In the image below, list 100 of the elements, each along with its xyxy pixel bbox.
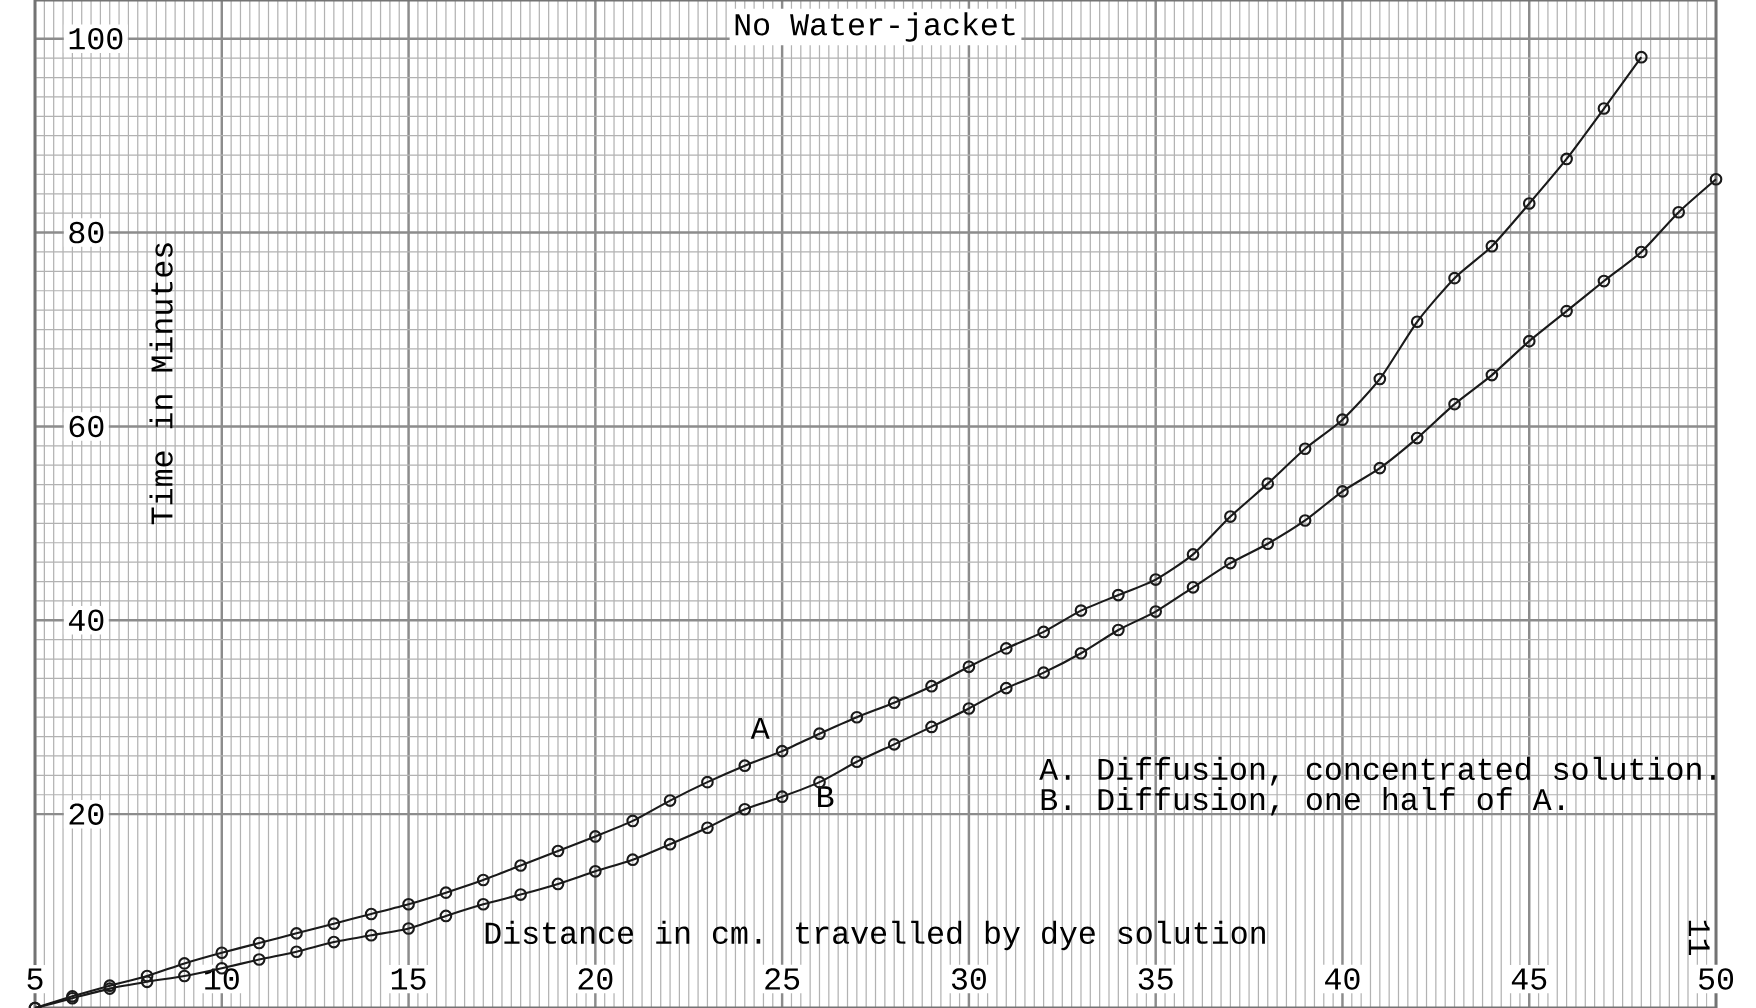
point bbox=[1224, 510, 1237, 523]
point bbox=[626, 814, 640, 828]
point bbox=[738, 802, 752, 816]
point bbox=[1672, 205, 1685, 219]
point bbox=[1336, 485, 1349, 498]
point bbox=[663, 837, 677, 851]
y-tick-label: 20 bbox=[69, 803, 104, 825]
annotation: B. Diffusion, one half of A. bbox=[1041, 787, 1563, 816]
point bbox=[1597, 274, 1611, 288]
x-tick-label: 50 bbox=[1699, 968, 1734, 990]
point bbox=[999, 681, 1013, 695]
point bbox=[962, 702, 976, 715]
point bbox=[1298, 514, 1312, 527]
point bbox=[813, 727, 826, 741]
point bbox=[999, 642, 1013, 655]
y-tick-label: 100 bbox=[69, 28, 123, 50]
point bbox=[626, 853, 640, 867]
point bbox=[1074, 646, 1088, 660]
point bbox=[327, 935, 341, 949]
point bbox=[1336, 413, 1349, 426]
point bbox=[476, 873, 490, 887]
x-tick-label: 30 bbox=[951, 968, 986, 990]
point bbox=[589, 864, 602, 878]
point bbox=[1224, 556, 1237, 570]
point bbox=[1634, 245, 1648, 259]
point bbox=[1373, 372, 1387, 386]
point bbox=[402, 922, 415, 935]
x-tick-label: 20 bbox=[578, 968, 613, 990]
series-label: A bbox=[750, 717, 770, 739]
point bbox=[290, 945, 303, 959]
y-tick-label: 40 bbox=[68, 609, 104, 632]
x-tick-label: 10 bbox=[205, 968, 239, 990]
point bbox=[1522, 334, 1536, 348]
point bbox=[1037, 666, 1050, 679]
point bbox=[364, 907, 378, 921]
point bbox=[589, 830, 602, 843]
point bbox=[738, 759, 752, 773]
y-tick-label: 60 bbox=[69, 415, 104, 438]
point bbox=[1448, 271, 1461, 285]
point bbox=[140, 975, 154, 989]
point bbox=[252, 953, 266, 966]
point bbox=[1373, 461, 1387, 475]
point bbox=[850, 755, 864, 769]
point bbox=[701, 775, 714, 789]
point bbox=[1634, 50, 1648, 64]
point bbox=[887, 738, 901, 751]
point bbox=[925, 679, 938, 693]
point bbox=[439, 909, 453, 923]
point bbox=[1298, 442, 1312, 456]
annotation: A. Diffusion, concentrated solution. bbox=[1039, 756, 1715, 786]
x-tick-label: 45 bbox=[1511, 968, 1547, 990]
x-axis-title: Distance in cm. travelled by dye solution bbox=[485, 920, 1265, 951]
point bbox=[215, 946, 229, 960]
point bbox=[663, 794, 677, 807]
chart-title: No Water-jacket bbox=[735, 12, 1015, 42]
point bbox=[1560, 152, 1573, 166]
point bbox=[178, 957, 191, 970]
point bbox=[252, 936, 266, 950]
point bbox=[476, 897, 490, 911]
point bbox=[1485, 239, 1499, 253]
point bbox=[290, 927, 303, 940]
point bbox=[1522, 197, 1536, 210]
point bbox=[1074, 604, 1088, 617]
point bbox=[925, 720, 938, 734]
point bbox=[402, 897, 415, 911]
point bbox=[1560, 304, 1573, 318]
x-tick-label: 40 bbox=[1325, 968, 1360, 990]
x-tick-label: 35 bbox=[1138, 968, 1173, 990]
point bbox=[1186, 548, 1200, 561]
point bbox=[1485, 368, 1499, 382]
x-tick-label: 15 bbox=[391, 968, 426, 990]
x-tick-label: 25 bbox=[765, 968, 800, 990]
point bbox=[439, 886, 453, 899]
point bbox=[140, 969, 154, 983]
point bbox=[364, 928, 378, 942]
point bbox=[551, 844, 565, 858]
point bbox=[701, 821, 714, 835]
point bbox=[1186, 581, 1200, 594]
series-label: B bbox=[818, 786, 834, 808]
annotation: 11 bbox=[1688, 920, 1710, 955]
point bbox=[1448, 397, 1461, 411]
point bbox=[178, 969, 191, 983]
point bbox=[962, 660, 976, 674]
point bbox=[850, 710, 864, 724]
point bbox=[887, 696, 901, 710]
point bbox=[775, 790, 789, 804]
point bbox=[1261, 477, 1275, 490]
point bbox=[1410, 315, 1424, 329]
y-axis-title: Time in Minutes bbox=[149, 243, 173, 525]
point bbox=[1037, 625, 1050, 639]
point bbox=[514, 888, 527, 901]
x-tick-label: 5 bbox=[27, 968, 43, 990]
point bbox=[1112, 588, 1125, 602]
point bbox=[775, 744, 789, 758]
point bbox=[1112, 623, 1125, 637]
point bbox=[327, 917, 341, 930]
y-tick-label: 80 bbox=[69, 221, 104, 244]
point bbox=[1410, 431, 1424, 445]
point bbox=[1261, 537, 1275, 551]
point bbox=[1149, 605, 1163, 618]
